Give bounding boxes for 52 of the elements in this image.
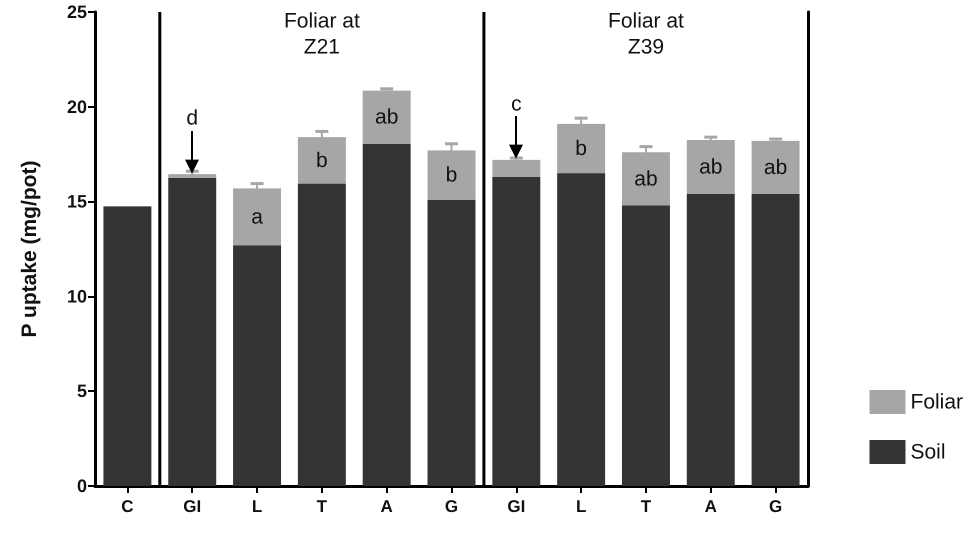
legend-label: Foliar xyxy=(910,390,964,414)
y-tick-label: 5 xyxy=(76,381,87,402)
bar xyxy=(492,176,540,486)
bar xyxy=(752,194,800,486)
bar xyxy=(362,90,411,144)
data-label: b xyxy=(446,164,458,187)
y-axis-title: P uptake (mg/pot) xyxy=(18,160,41,338)
bar xyxy=(492,160,540,177)
x-tick-label: T xyxy=(316,497,328,516)
x-tick-label: L xyxy=(252,497,262,516)
x-tick-label: A xyxy=(380,497,393,516)
bar xyxy=(557,124,606,174)
annotation: Foliar at Z39 xyxy=(608,10,684,58)
x-tick-label: GI xyxy=(507,497,526,516)
x-tick-label: T xyxy=(640,497,652,516)
data-label: d xyxy=(186,106,198,130)
data-label: b xyxy=(575,137,587,160)
y-tick-label: 0 xyxy=(76,476,87,496)
bar xyxy=(103,206,152,486)
data-label: ab xyxy=(634,167,658,190)
legend-label: Soil xyxy=(910,440,946,464)
bar xyxy=(428,200,476,486)
data-label: ab xyxy=(375,106,398,129)
y-tick-label: 25 xyxy=(66,2,87,22)
data-label: c xyxy=(511,92,522,116)
bar xyxy=(622,152,670,206)
y-tick-label: 20 xyxy=(66,96,87,117)
data-label: a xyxy=(251,205,264,228)
bar xyxy=(686,194,735,486)
bar xyxy=(168,174,216,178)
bar xyxy=(233,245,282,486)
data-label: ab xyxy=(764,156,788,179)
bar xyxy=(686,140,735,194)
bar xyxy=(233,188,282,246)
data-label: b xyxy=(316,148,328,172)
bar xyxy=(557,173,606,486)
y-tick-label: 15 xyxy=(66,192,87,212)
x-tick-label: L xyxy=(576,497,586,516)
x-tick-label: C xyxy=(121,497,134,516)
x-tick-label: G xyxy=(444,497,458,516)
x-tick-label: A xyxy=(704,497,717,516)
x-tick-label: G xyxy=(768,497,782,516)
y-tick-label: 10 xyxy=(66,286,87,306)
bar xyxy=(362,144,411,486)
annotation: Foliar at Z21 xyxy=(284,10,360,58)
bar xyxy=(622,205,670,486)
bar xyxy=(168,178,216,486)
x-tick-label: GI xyxy=(183,497,202,516)
bar xyxy=(752,140,800,194)
data-label: ab xyxy=(699,156,722,178)
bar xyxy=(298,137,346,184)
bar xyxy=(298,184,346,486)
